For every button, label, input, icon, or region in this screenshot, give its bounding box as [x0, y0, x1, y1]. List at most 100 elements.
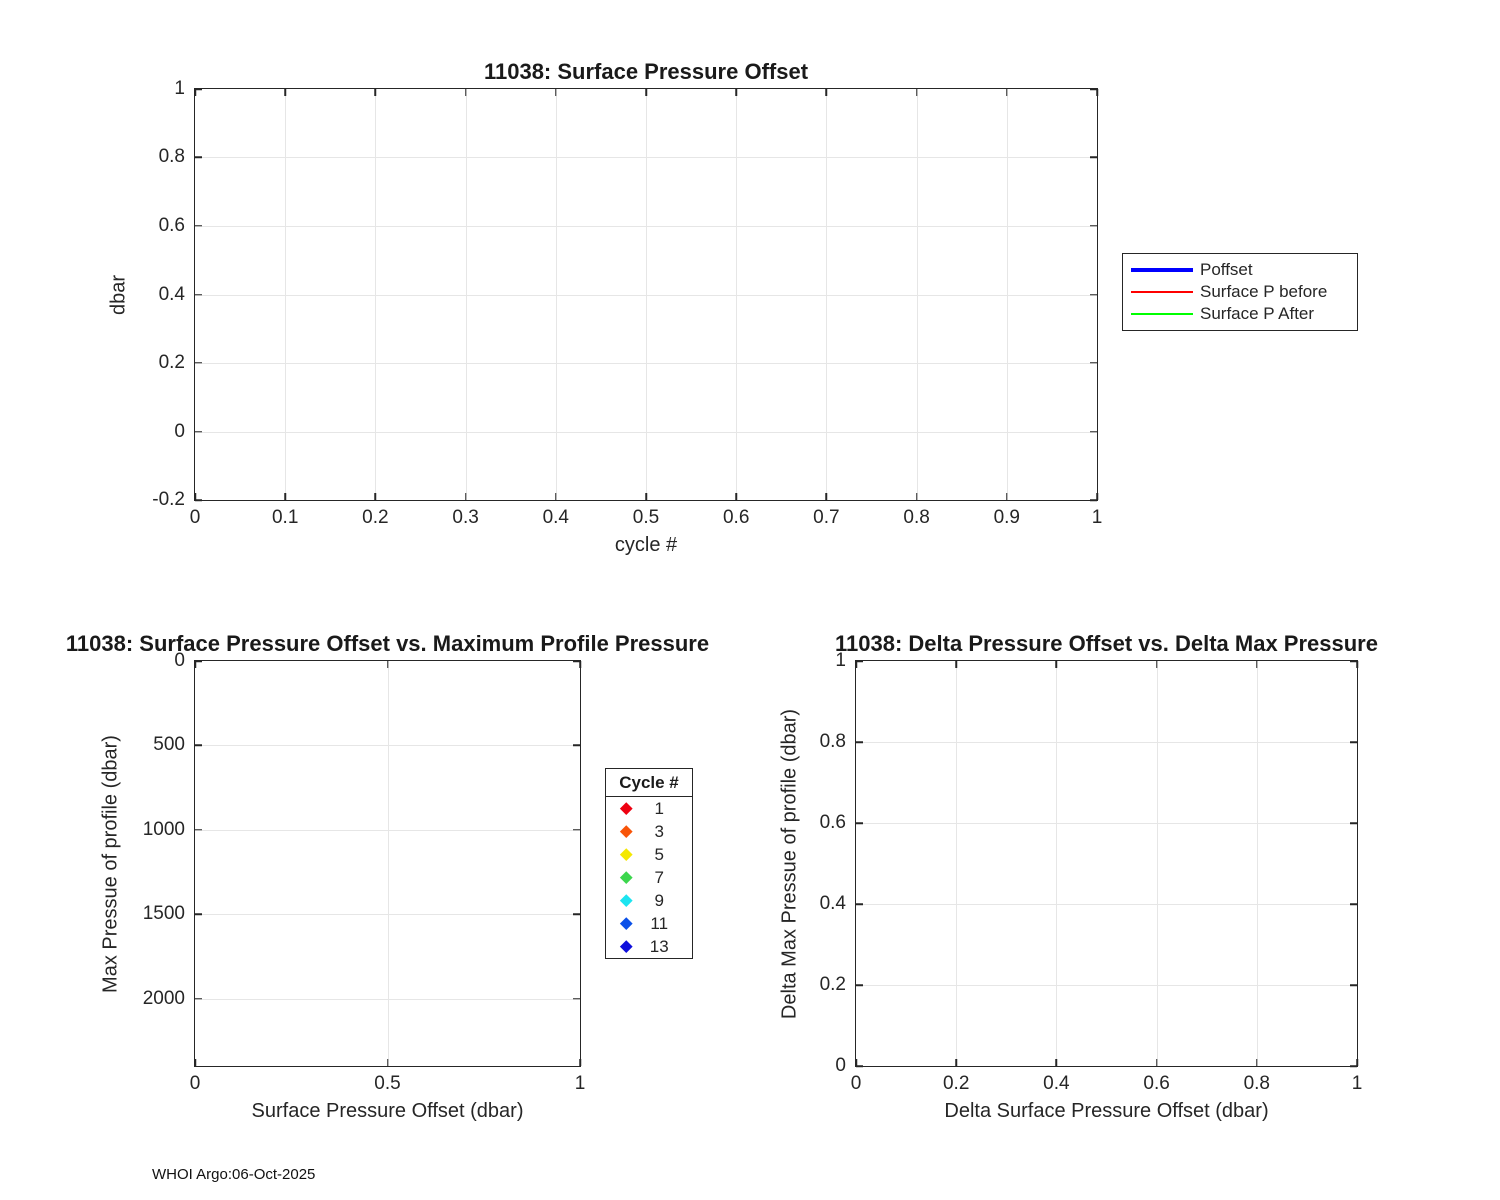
plot-surface-pressure-offset: 11038: Surface Pressure Offset dbar cycl…: [108, 59, 1103, 556]
legend-label: 1: [654, 798, 664, 818]
x-tick-label: 1: [1351, 1073, 1363, 1094]
tick-mark: [194, 661, 196, 668]
legend-label: Surface P before: [1200, 282, 1328, 301]
x-tick-label: 0: [189, 1073, 201, 1094]
legend-title: Cycle #: [606, 769, 692, 797]
x-tick-label: 0.8: [1243, 1073, 1271, 1094]
tick-mark: [645, 493, 647, 500]
tick-mark: [555, 89, 557, 96]
tick-mark: [1256, 1059, 1258, 1066]
tick-mark: [464, 493, 467, 500]
tick-mark: [855, 661, 857, 668]
surface-p-before-line-sample: [1131, 291, 1193, 293]
tick-mark: [1090, 156, 1097, 159]
legend-surface-pressure: Poffset Surface P before Surface P After: [1122, 253, 1358, 331]
tick-mark: [855, 1059, 857, 1066]
legend-item-cycle-9: 9: [606, 889, 692, 912]
tick-mark: [1356, 661, 1358, 668]
tick-mark: [1090, 225, 1097, 227]
x-tick-label: 0.6: [1143, 1073, 1170, 1094]
tick-mark: [856, 822, 863, 824]
gridline: [195, 157, 1097, 159]
x-axis-label-surface-pressure-offset: Surface Pressure Offset (dbar): [251, 1100, 524, 1122]
tick-mark: [195, 499, 202, 501]
plot-title-delta-offset-vs-delta-max: 11038: Delta Pressure Offset vs. Delta M…: [835, 631, 1378, 656]
y-tick-label: 0.8: [819, 731, 846, 752]
tick-mark: [1090, 362, 1097, 364]
tick-mark: [386, 1059, 389, 1066]
x-tick-label: 0.7: [813, 507, 840, 528]
tick-mark: [195, 88, 202, 90]
legend-item-cycle-5: 5: [606, 843, 692, 866]
y-tick-label: 1000: [142, 818, 185, 840]
tick-mark: [386, 661, 389, 668]
tick-mark: [645, 89, 647, 96]
gridline: [1256, 661, 1258, 1066]
tick-mark: [1006, 89, 1008, 96]
legend-label: 9: [654, 890, 664, 910]
tick-mark: [573, 829, 580, 831]
y-tick-label: 0.4: [819, 893, 846, 914]
plot-offset-vs-max-pressure: 11038: Surface Pressure Offset vs. Maxim…: [66, 631, 709, 1122]
x-tick-label: 0.5: [632, 507, 660, 528]
tick-mark: [195, 362, 202, 364]
gridline: [856, 823, 1357, 824]
y-tick-label: 0: [835, 1055, 846, 1076]
legend-label: 13: [649, 936, 669, 956]
x-tick-label: 0.8: [903, 507, 930, 528]
tick-mark: [374, 493, 377, 500]
x-tick-label: 0.6: [722, 507, 750, 528]
y-axis-label-delta-max-pressure: Delta Max Pressue of profile (dbar): [778, 708, 801, 1019]
footer-annotation: WHOI Argo:06-Oct-2025: [152, 1166, 316, 1183]
x-tick-label: 0.2: [942, 1073, 970, 1094]
y-tick-label: 0.4: [158, 283, 185, 305]
gridline: [1056, 661, 1058, 1066]
legend-label: Surface P After: [1200, 304, 1315, 323]
legend-item-surface-p-after: Surface P After: [1131, 303, 1353, 325]
tick-mark: [194, 89, 196, 96]
poffset-line-sample: [1131, 268, 1193, 272]
tick-mark: [195, 156, 202, 159]
tick-mark: [573, 997, 580, 1000]
gridline: [956, 661, 958, 1066]
gridline: [195, 998, 580, 1000]
tick-mark: [195, 293, 202, 296]
y-tick-label: 0.6: [158, 214, 185, 236]
tick-mark: [194, 1059, 196, 1066]
tick-mark: [573, 744, 580, 747]
tick-mark: [1006, 493, 1008, 500]
legend-label: 7: [654, 867, 664, 887]
gridline: [195, 914, 580, 916]
tick-mark: [955, 1059, 957, 1066]
legend-item-surface-p-before: Surface P before: [1131, 281, 1353, 303]
legend-item-cycle-7: 7: [606, 866, 692, 889]
tick-mark: [284, 493, 286, 500]
plot-title-surface-pressure-offset: 11038: Surface Pressure Offset: [483, 59, 809, 84]
y-tick-label: 2000: [142, 987, 185, 1009]
x-tick-label: 0: [189, 507, 201, 528]
tick-mark: [555, 493, 557, 500]
y-tick-label: 0: [174, 650, 185, 671]
gridline: [195, 362, 1097, 364]
legend-item-cycle-11: 11: [606, 912, 692, 935]
x-tick-label: 0.4: [1043, 1073, 1070, 1094]
legend-label: 3: [654, 821, 664, 841]
tick-mark: [1090, 430, 1097, 433]
tick-mark: [1350, 1065, 1357, 1067]
y-axis-label-dbar: dbar: [107, 274, 130, 315]
tick-mark: [1350, 741, 1357, 743]
tick-mark: [856, 741, 863, 743]
tick-mark: [1090, 293, 1097, 296]
x-axis-label-delta-surface-pressure-offset: Delta Surface Pressure Offset (dbar): [944, 1100, 1269, 1122]
legend-label: 11: [650, 913, 669, 933]
tick-mark: [1090, 499, 1097, 501]
y-tick-label: 1: [835, 650, 846, 671]
tick-mark: [825, 89, 828, 96]
gridline: [195, 431, 1097, 433]
tick-mark: [1356, 1059, 1358, 1066]
tick-mark: [915, 493, 918, 500]
x-axis-label-cycle: cycle #: [614, 534, 678, 556]
legend-item-cycle-3: 3: [606, 820, 692, 843]
gridline: [195, 829, 580, 831]
